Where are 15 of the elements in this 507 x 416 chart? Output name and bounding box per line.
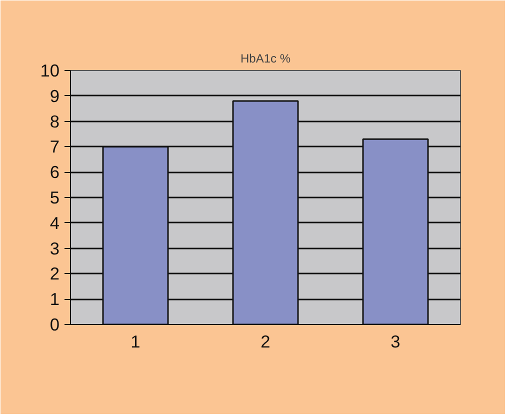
y-tick-label: 3 bbox=[50, 238, 60, 258]
y-tick-label: 0 bbox=[50, 314, 60, 334]
y-tick-label: 6 bbox=[50, 162, 60, 182]
x-tick-label: 2 bbox=[260, 332, 270, 352]
chart-title: HbA1c % bbox=[240, 52, 291, 66]
y-tick-label: 8 bbox=[50, 111, 60, 132]
y-tick-label: 4 bbox=[50, 212, 60, 233]
y-tick-label: 9 bbox=[50, 86, 60, 106]
y-tick-label: 10 bbox=[40, 60, 60, 80]
x-tick-label: 3 bbox=[390, 332, 400, 352]
y-tick-label: 7 bbox=[50, 136, 60, 157]
y-tick-label: 5 bbox=[50, 188, 60, 208]
y-tick-label: 2 bbox=[50, 264, 60, 284]
x-tick-label: 1 bbox=[130, 332, 140, 352]
y-tick-label: 1 bbox=[50, 289, 60, 310]
